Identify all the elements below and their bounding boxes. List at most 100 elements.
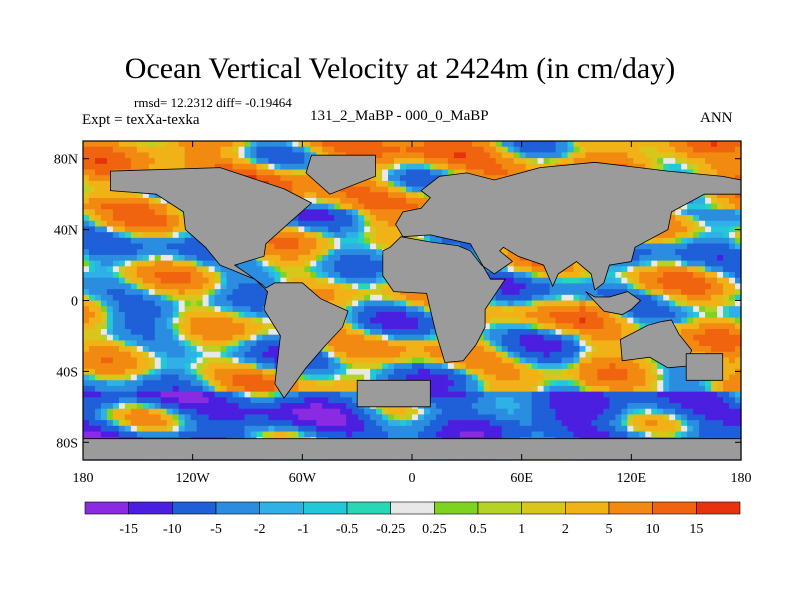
field-cell [465, 403, 473, 410]
field-cell [160, 209, 168, 216]
field-cell [112, 334, 120, 341]
field-cell [465, 146, 473, 153]
field-cell [154, 317, 162, 324]
field-cell [172, 243, 180, 250]
field-cell [358, 306, 365, 313]
field-cell [112, 146, 120, 153]
field-cell [352, 289, 359, 296]
field-cell [178, 311, 186, 319]
field-cell [88, 380, 96, 387]
field-cell [118, 363, 126, 370]
field-cell [340, 277, 347, 285]
field-cell [286, 163, 293, 171]
field-cell [292, 414, 299, 421]
field-cell [178, 300, 186, 307]
field-cell [507, 272, 515, 279]
field-cell [184, 249, 192, 256]
field-cell [555, 300, 563, 307]
field-cell [160, 232, 168, 239]
field-cell [106, 351, 114, 359]
field-cell [519, 397, 527, 404]
field-cell [184, 340, 192, 347]
field-cell [441, 363, 449, 370]
field-cell [142, 249, 150, 256]
field-cell [130, 220, 138, 228]
field-cell [154, 334, 162, 341]
field-cell [124, 391, 132, 398]
field-cell [178, 323, 186, 330]
field-cell [340, 249, 347, 256]
field-cell [124, 226, 132, 233]
field-cell [334, 340, 341, 347]
field-cell [453, 368, 461, 376]
field-cell [501, 357, 509, 364]
field-cell [585, 317, 593, 324]
field-cell [531, 374, 539, 381]
field-cell [190, 346, 198, 353]
field-cell [549, 408, 557, 416]
field-cell [358, 192, 365, 199]
field-cell [244, 334, 252, 341]
field-cell [268, 408, 276, 416]
field-cell [400, 300, 407, 307]
field-cell [268, 323, 276, 330]
field-cell [543, 368, 551, 376]
field-cell [244, 260, 252, 267]
field-cell [94, 237, 102, 245]
field-cell [166, 277, 174, 285]
field-cell [250, 163, 258, 171]
field-cell [160, 249, 168, 256]
field-cell [429, 323, 437, 330]
field-cell [489, 152, 497, 159]
field-cell [316, 391, 323, 398]
field-cell [352, 294, 359, 302]
field-cell [160, 152, 168, 159]
field-cell [376, 363, 383, 370]
field-cell [400, 408, 407, 416]
field-cell [537, 391, 545, 398]
field-cell [483, 141, 491, 148]
field-cell [609, 408, 616, 416]
field-cell [136, 425, 144, 433]
field-cell [100, 197, 108, 205]
field-cell [106, 420, 114, 427]
field-cell [178, 403, 186, 410]
field-cell [382, 152, 389, 159]
field-cell [172, 340, 180, 347]
field-cell [591, 403, 599, 410]
field-cell [178, 374, 186, 381]
field-cell [603, 357, 610, 364]
field-cell [340, 380, 347, 387]
field-cell [112, 363, 120, 370]
field-cell [543, 391, 551, 398]
field-cell [334, 431, 341, 438]
field-cell [537, 420, 545, 427]
field-cell [394, 420, 401, 427]
field-cell [88, 141, 96, 148]
field-cell [256, 340, 264, 347]
field-cell [232, 272, 240, 279]
field-cell [196, 277, 204, 285]
field-cell [83, 431, 90, 438]
field-cell [94, 431, 102, 438]
field-cell [322, 385, 329, 393]
field-cell [352, 220, 359, 228]
field-cell [286, 425, 293, 433]
field-cell [555, 368, 563, 376]
field-cell [196, 260, 204, 267]
field-cell [292, 152, 299, 159]
field-cell [501, 380, 509, 387]
field-cell [118, 391, 126, 398]
field-cell [423, 334, 431, 341]
field-cell [549, 431, 557, 438]
field-cell [346, 272, 353, 279]
field-cell [328, 260, 335, 267]
field-cell [154, 289, 162, 296]
field-cell [202, 351, 210, 359]
field-cell [543, 328, 551, 336]
field-cell [88, 408, 96, 416]
field-cell [310, 408, 317, 416]
field-cell [471, 403, 479, 410]
field-cell [501, 311, 509, 319]
field-cell [555, 283, 563, 290]
